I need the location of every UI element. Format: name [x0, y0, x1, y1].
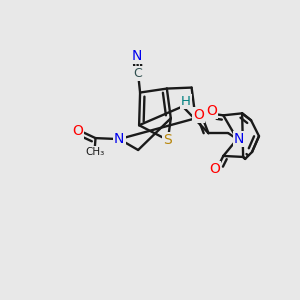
Text: C: C [134, 67, 142, 80]
Text: N: N [234, 132, 244, 146]
Text: CH₃: CH₃ [85, 147, 104, 157]
Text: N: N [132, 49, 142, 63]
Text: H: H [181, 95, 190, 108]
Text: O: O [72, 124, 83, 138]
Text: O: O [193, 108, 204, 122]
Text: O: O [209, 162, 220, 176]
Text: O: O [206, 104, 217, 118]
Text: N: N [114, 132, 124, 146]
Text: S: S [164, 133, 172, 147]
